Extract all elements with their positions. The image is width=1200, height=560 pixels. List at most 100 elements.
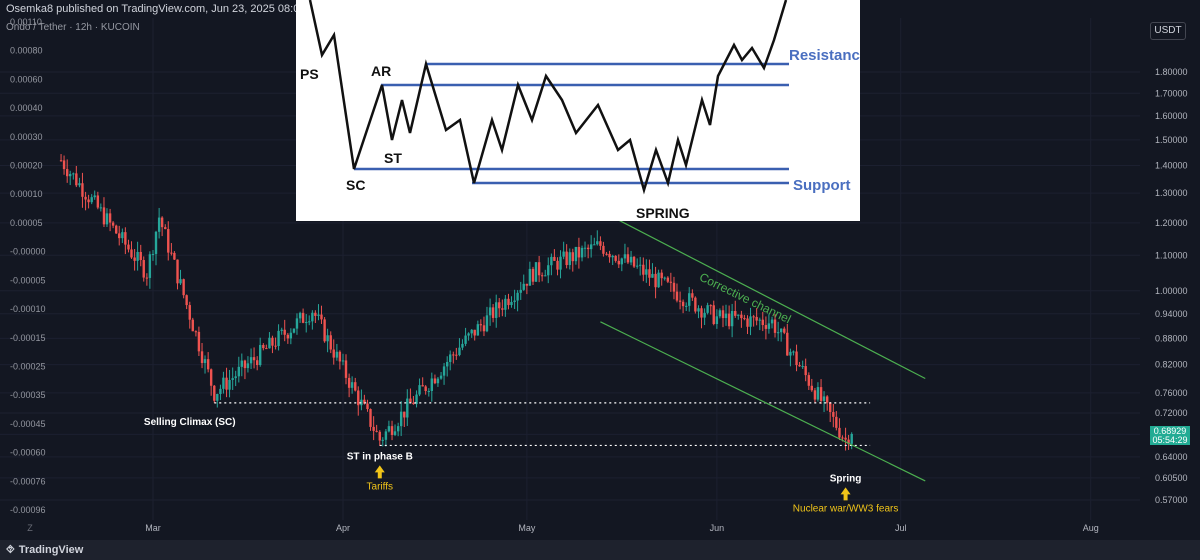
candle-body xyxy=(586,247,590,250)
candle-body xyxy=(568,252,571,266)
candle-body xyxy=(804,366,807,376)
candle-body xyxy=(773,319,777,333)
candle-body xyxy=(433,378,437,384)
candle-body xyxy=(470,329,473,334)
candle-body xyxy=(522,283,525,290)
candle-body xyxy=(399,411,403,427)
candle-body xyxy=(737,314,740,316)
candle-body xyxy=(332,349,335,358)
candle-body xyxy=(838,427,841,438)
right-axis-tick: 1.80000 xyxy=(1155,67,1188,77)
candle-body xyxy=(758,319,761,321)
candle-body xyxy=(473,329,476,336)
last-price-tag: 0.68929 05:54:29 xyxy=(1150,426,1190,445)
candle-body xyxy=(396,426,400,432)
left-axis-tick: 0.00005 xyxy=(10,218,43,228)
symbol-title[interactable]: Ondo / Tether · 12h · KUCOIN xyxy=(6,22,140,33)
candle-body xyxy=(779,328,783,333)
candle-body xyxy=(338,351,342,362)
right-axis-tick: 0.57000 xyxy=(1155,495,1188,505)
candle-body xyxy=(700,308,703,318)
candle-body xyxy=(681,301,685,307)
candle-body xyxy=(93,195,96,198)
candle-body xyxy=(430,378,434,391)
candle-body xyxy=(375,430,378,432)
candle-body xyxy=(467,333,470,336)
candle-body xyxy=(301,312,305,323)
candle-body xyxy=(311,312,314,322)
candle-body xyxy=(121,232,124,239)
candle-body xyxy=(387,426,391,432)
candle-body xyxy=(320,314,323,320)
candle-body xyxy=(491,307,495,318)
candle-body xyxy=(847,439,850,444)
candle-body xyxy=(740,314,743,319)
nuclear-fears-label: Nuclear war/WW3 fears xyxy=(793,503,899,514)
candle-body xyxy=(378,431,381,441)
candle-body xyxy=(620,258,624,265)
candle-body xyxy=(436,378,440,384)
candle-body xyxy=(479,324,483,326)
candle-body xyxy=(488,307,492,316)
left-axis-tick: 0.00010 xyxy=(10,189,43,199)
left-axis-tick: 0.00040 xyxy=(10,103,43,113)
candle-body xyxy=(583,247,587,249)
right-axis-tick: 0.64000 xyxy=(1155,452,1188,462)
candle-body xyxy=(442,366,446,376)
candle-body xyxy=(252,357,256,361)
candle-body xyxy=(194,331,198,333)
wyckoff-accumulation-inset: PS AR ST SC SPRING Resistance Support xyxy=(296,0,860,221)
candle-body xyxy=(721,310,725,319)
candle-body xyxy=(727,313,731,327)
tariffs-arrow xyxy=(374,465,385,479)
candle-body xyxy=(626,254,630,263)
left-axis-tick: -0.00096 xyxy=(10,505,46,515)
candle-body xyxy=(807,375,811,386)
candle-body xyxy=(724,313,728,319)
candle-body xyxy=(525,283,529,286)
x-axis-tick: Aug xyxy=(1083,523,1099,533)
price-chart[interactable]: Corrective channel Selling Climax (SC) ST … xyxy=(0,0,1200,540)
candle-body xyxy=(341,360,345,362)
candle-body xyxy=(329,335,332,350)
candle-body xyxy=(167,229,170,253)
candle-body xyxy=(222,377,225,389)
candle-body xyxy=(734,310,737,316)
candle-body xyxy=(798,365,801,367)
candle-body xyxy=(629,256,633,263)
currency-button[interactable]: USDT xyxy=(1150,22,1186,40)
left-axis-tick: -0.00000 xyxy=(10,247,46,257)
candle-body xyxy=(323,319,326,342)
candle-body xyxy=(516,292,519,301)
z-label: Z xyxy=(27,523,33,533)
candle-body xyxy=(755,316,758,321)
left-axis-tick: -0.00025 xyxy=(10,361,46,371)
candle-body xyxy=(81,183,84,197)
candle-body xyxy=(822,396,826,401)
last-price: 0.68929 xyxy=(1153,426,1187,436)
candle-body xyxy=(565,251,568,266)
candle-body xyxy=(390,426,394,435)
candle-body xyxy=(412,402,415,405)
right-axis-tick: 0.76000 xyxy=(1155,388,1188,398)
candle-body xyxy=(792,351,795,353)
candle-body xyxy=(660,272,663,279)
candle-body xyxy=(344,360,348,378)
candle-body xyxy=(642,264,645,275)
publisher-text: Osemka8 published on TradingView.com, Ju… xyxy=(6,3,344,15)
candle-body xyxy=(828,402,832,413)
candle-body xyxy=(519,289,522,293)
candle-body xyxy=(458,347,461,356)
candle-body xyxy=(347,377,351,388)
left-axis-tick: -0.00010 xyxy=(10,304,46,314)
candle-body xyxy=(666,277,670,282)
left-axis-tick: 0.00060 xyxy=(10,74,43,84)
candle-body xyxy=(783,328,786,333)
candle-body xyxy=(102,207,106,225)
candle-body xyxy=(75,173,78,186)
candle-body xyxy=(277,330,280,347)
candle-body xyxy=(258,344,262,366)
candle-body xyxy=(801,366,804,368)
candle-body xyxy=(608,253,611,258)
candle-body xyxy=(504,298,507,310)
